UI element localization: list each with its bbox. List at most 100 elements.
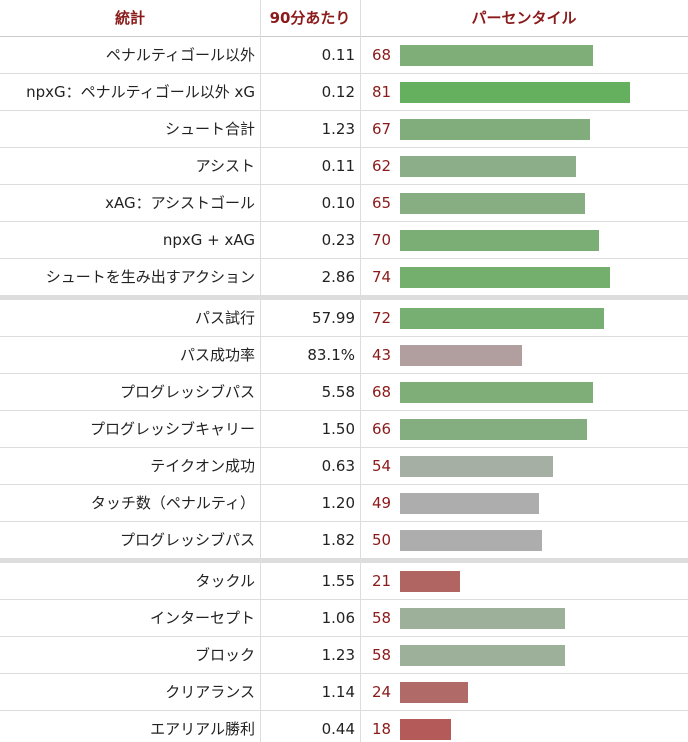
- percentile-bar: [400, 456, 554, 477]
- stat-row: タックル 1.55 21: [0, 563, 688, 600]
- stat-name: ペナルティゴール以外: [105, 46, 255, 64]
- stat-row: ブロック 1.23 58: [0, 637, 688, 674]
- percentile-bar: [400, 493, 540, 514]
- percentile-bar: [400, 119, 591, 140]
- section-separator: [0, 295, 688, 300]
- percentile-bar: [400, 530, 542, 551]
- percentile-value: 24: [372, 683, 392, 701]
- stat-name: アシスト: [195, 157, 255, 175]
- percentile-bar: [400, 645, 565, 666]
- stat-row: パス成功率 83.1% 43: [0, 337, 688, 374]
- stat-row: プログレッシブキャリー 1.50 66: [0, 411, 688, 448]
- percentile-value: 43: [372, 346, 392, 364]
- percentile-bar: [400, 82, 631, 103]
- percentile-value: 74: [372, 268, 392, 286]
- percentile-value: 58: [372, 609, 392, 627]
- percentile-bar: [400, 682, 469, 703]
- stat-name: プログレッシブパス: [119, 383, 255, 401]
- per90-value: 83.1%: [307, 346, 355, 364]
- stat-row: npxG：ペナルティゴール以外 xG 0.12 81: [0, 74, 688, 111]
- per90-value: 2.86: [321, 268, 355, 286]
- stat-row: プログレッシブパス 1.82 50: [0, 522, 688, 559]
- stat-row: タッチ数（ペナルティ） 1.20 49: [0, 485, 688, 522]
- per90-value: 1.06: [321, 609, 355, 627]
- stat-name: シュートを生み出すアクション: [45, 268, 255, 286]
- percentile-bar: [400, 230, 599, 251]
- percentile-value: 50: [372, 531, 392, 549]
- per90-value: 1.20: [321, 494, 355, 512]
- percentile-value: 68: [372, 383, 392, 401]
- stat-row: xAG：アシストゴール 0.10 65: [0, 185, 688, 222]
- column-divider: [260, 0, 261, 742]
- stat-name: ブロック: [194, 646, 255, 664]
- stat-name: クリアランス: [165, 683, 255, 701]
- percentile-bar: [400, 308, 605, 329]
- per90-value: 0.12: [321, 83, 355, 101]
- per90-value: 0.23: [321, 231, 355, 249]
- stat-name: パス成功率: [179, 346, 255, 364]
- percentile-bar: [400, 382, 594, 403]
- stat-name: プログレッシブパス: [119, 531, 255, 549]
- percentile-bar: [400, 45, 594, 66]
- header-per90: 90分あたり: [260, 0, 360, 37]
- per90-value: 1.23: [321, 646, 355, 664]
- percentile-bar: [400, 345, 523, 366]
- per90-value: 5.58: [321, 383, 355, 401]
- stat-row: npxG + xAG 0.23 70: [0, 222, 688, 259]
- stat-name: シュート合計: [164, 120, 255, 138]
- stat-row: シュートを生み出すアクション 2.86 74: [0, 259, 688, 296]
- per90-value: 57.99: [312, 309, 355, 327]
- stat-name: タッチ数（ペナルティ）: [90, 494, 255, 512]
- stat-name: インターセプト: [149, 609, 255, 627]
- per90-value: 0.10: [321, 194, 355, 212]
- stat-name: xAG：アシストゴール: [105, 194, 255, 212]
- column-divider: [360, 0, 361, 742]
- per90-value: 1.82: [321, 531, 355, 549]
- percentile-bar: [400, 193, 585, 214]
- percentile-value: 62: [372, 157, 392, 175]
- per90-value: 1.23: [321, 120, 355, 138]
- stat-row: インターセプト 1.06 58: [0, 600, 688, 637]
- percentile-value: 18: [372, 720, 392, 738]
- stat-name: npxG：ペナルティゴール以外 xG: [26, 83, 255, 101]
- percentile-value: 65: [372, 194, 392, 212]
- percentile-bar: [400, 608, 565, 629]
- stat-name: テイクオン成功: [150, 457, 255, 475]
- stat-name: プログレッシブキャリー: [89, 420, 255, 438]
- per90-value: 0.44: [321, 720, 355, 738]
- percentile-value: 72: [372, 309, 392, 327]
- per90-value: 1.55: [321, 572, 355, 590]
- header-percentile: パーセンタイル: [360, 0, 688, 37]
- percentile-value: 66: [372, 420, 392, 438]
- stat-row: アシスト 0.11 62: [0, 148, 688, 185]
- per90-value: 0.11: [321, 46, 355, 64]
- per90-value: 1.50: [321, 420, 355, 438]
- stat-name: エアリアル勝利: [150, 720, 255, 738]
- stat-name: パス試行: [194, 309, 255, 327]
- percentile-bar: [400, 156, 577, 177]
- per90-value: 1.14: [321, 683, 355, 701]
- per90-value: 0.11: [321, 157, 355, 175]
- percentile-value: 21: [372, 572, 392, 590]
- percentile-value: 70: [372, 231, 392, 249]
- stat-row: エアリアル勝利 0.44 18: [0, 711, 688, 742]
- percentile-value: 54: [372, 457, 392, 475]
- percentile-value: 81: [372, 83, 392, 101]
- stat-row: クリアランス 1.14 24: [0, 674, 688, 711]
- stat-row: プログレッシブパス 5.58 68: [0, 374, 688, 411]
- stat-row: テイクオン成功 0.63 54: [0, 448, 688, 485]
- percentile-value: 49: [372, 494, 392, 512]
- stat-row: ペナルティゴール以外 0.11 68: [0, 37, 688, 74]
- stat-name: npxG + xAG: [162, 231, 255, 249]
- stat-row: パス試行 57.99 72: [0, 300, 688, 337]
- percentile-value: 58: [372, 646, 392, 664]
- per90-value: 0.63: [321, 457, 355, 475]
- stat-name: タックル: [195, 572, 255, 590]
- percentile-value: 68: [372, 46, 392, 64]
- percentile-bar: [400, 419, 588, 440]
- header-stat: 統計: [0, 0, 260, 37]
- section-separator: [0, 558, 688, 563]
- percentile-bar: [400, 719, 452, 740]
- percentile-value: 67: [372, 120, 392, 138]
